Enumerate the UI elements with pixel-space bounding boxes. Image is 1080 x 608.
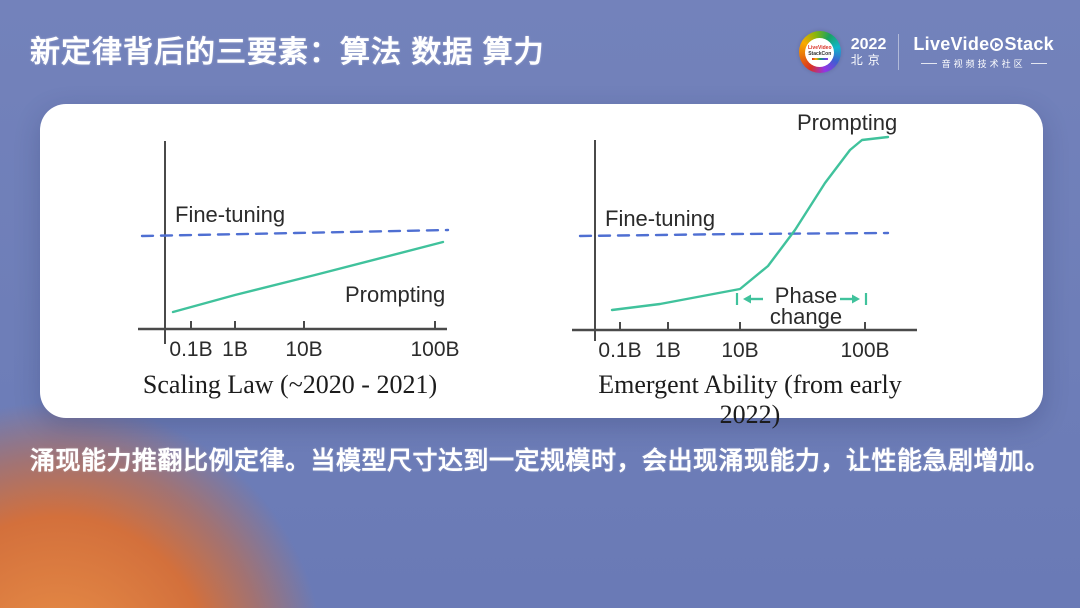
conference-badge: 2022 北京	[851, 36, 887, 68]
conference-logo-center: LiveVideo StackCon	[805, 37, 835, 67]
divider	[898, 34, 900, 70]
svg-text:0.1B: 0.1B	[598, 339, 641, 362]
wordmark-right: Stack	[1004, 34, 1054, 54]
svg-text:Fine-tuning: Fine-tuning	[175, 202, 285, 227]
svg-text:10B: 10B	[285, 338, 322, 361]
svg-text:1B: 1B	[655, 339, 681, 362]
chart-caption-emergent-ability: Emergent Ability (from early 2022)	[598, 370, 902, 429]
svg-text:10B: 10B	[721, 339, 758, 362]
svg-text:Prompting: Prompting	[345, 282, 445, 307]
tagline-text: 音视频技术社区	[941, 59, 1026, 69]
svg-text:100B: 100B	[840, 339, 889, 362]
tagline-dash	[1030, 63, 1047, 64]
svg-text:Fine-tuning: Fine-tuning	[605, 206, 715, 231]
badge-year: 2022	[850, 36, 887, 53]
brand-wordmark: LiveVide Stack	[913, 34, 1054, 55]
svg-text:Prompting: Prompting	[797, 110, 897, 135]
rainbow-bar-icon	[811, 57, 828, 60]
tagline-dash	[920, 63, 937, 64]
play-circle-icon	[990, 38, 1004, 51]
emergent-ability-chart: 0.1B 1B 10B 100B Fine-tuning Prompting Phasech…	[572, 110, 917, 362]
brand-tagline: 音视频技术社区	[920, 57, 1047, 70]
play-triangle-icon	[994, 41, 1000, 48]
slide-title: 新定律背后的三要素：算法 数据 算力	[30, 36, 545, 69]
scaling-law-chart: 0.1B 1B 10B 100B Fine-tuning Prompting	[138, 141, 460, 361]
wordmark-left: LiveVide	[913, 34, 990, 54]
conference-logo-text: LiveVideo	[807, 44, 832, 51]
badge-city: 北京	[850, 53, 885, 67]
brand-cluster: LiveVideo StackCon 2022 北京 LiveVide Stac…	[798, 28, 1054, 76]
svg-text:0.1B: 0.1B	[169, 338, 212, 361]
conference-logo-icon: LiveVideo StackCon	[798, 31, 841, 73]
svg-text:1B: 1B	[222, 338, 248, 361]
svg-text:100B: 100B	[410, 338, 459, 361]
charts-card: 0.1B 1B 10B 100B Fine-tuning Prompting Scalin…	[40, 104, 1043, 429]
brand-wordmark-block: LiveVide Stack 音视频技术社区	[913, 34, 1054, 70]
conference-logo-text: StackCon	[808, 50, 832, 57]
slide-footnote: 涌现能力推翻比例定律。当模型尺寸达到一定规模时，会出现涌现能力，让性能急剧增加。	[29, 447, 1050, 475]
chart-caption-scaling-law: Scaling Law (~2020 - 2021)	[142, 370, 438, 399]
svg-text:Phase: Phase	[775, 283, 837, 308]
svg-text:change: change	[770, 304, 842, 329]
